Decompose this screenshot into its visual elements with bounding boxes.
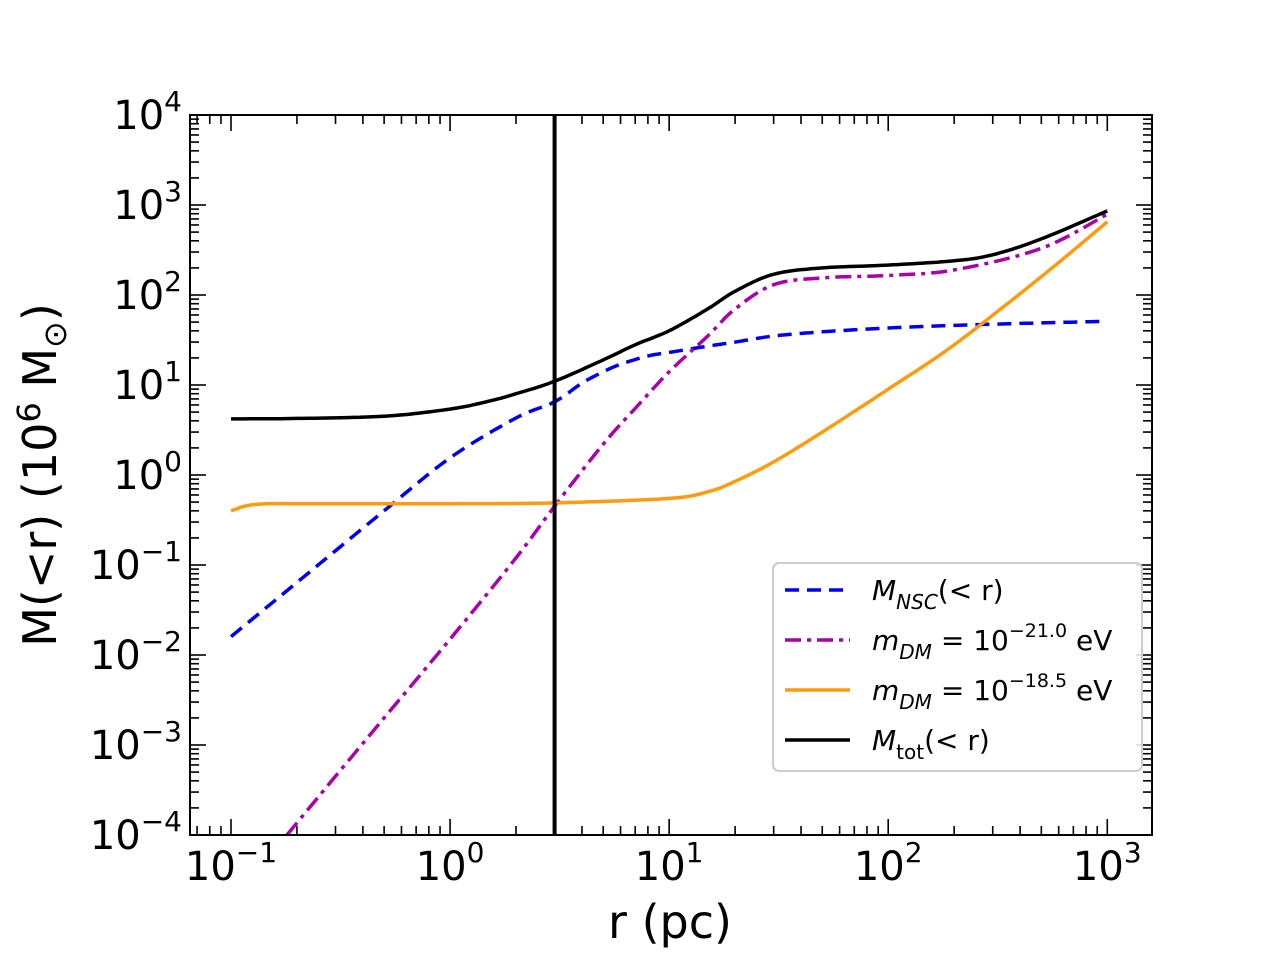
y-tick-label: 103	[113, 175, 182, 229]
series-line-4	[231, 209, 1109, 421]
y-tick-label: 10−3	[90, 715, 182, 769]
x-axis-label: r (pc)	[608, 895, 732, 949]
x-tick-label: 103	[1073, 836, 1142, 890]
y-tick-label: 101	[113, 355, 182, 409]
axes-frame	[189, 114, 1153, 836]
x-tick-label: 10−1	[185, 836, 277, 890]
legend: MNSC(< r) mDM = 10−21.0 eV mDM = 10−18.5 e…	[772, 562, 1143, 772]
series-line-2	[285, 212, 1109, 835]
legend-label-1: MNSC(< r)	[872, 574, 1004, 614]
y-tick-label: 10−1	[90, 535, 182, 589]
legend-box	[772, 562, 1143, 772]
series-line-3	[230, 220, 1109, 513]
legend-label-4: Mtot(< r)	[872, 724, 990, 764]
y-tick-label: 102	[113, 265, 182, 319]
y-tick-label: 10−4	[90, 805, 182, 859]
x-tick-label: 101	[635, 836, 704, 890]
legend-label-2: mDM = 10−21.0 eV	[872, 620, 1112, 664]
legend-label-3: mDM = 10−18.5 eV	[872, 670, 1112, 714]
series-line-1	[229, 319, 1108, 638]
y-tick-label: 100	[113, 445, 182, 499]
x-tick-label: 100	[416, 836, 485, 890]
y-axis-label: M(<r) (106 M⊙)	[10, 303, 74, 647]
y-tick-label: 104	[113, 85, 182, 139]
tick-marks	[190, 114, 1152, 836]
x-tick-label: 102	[854, 836, 923, 890]
tick-labels: 10−1 100 101 102 103 10−4 10−3 10−2 10−1 100 101 10…	[90, 85, 1142, 890]
y-tick-label: 10−2	[90, 625, 182, 679]
series-layer	[229, 209, 1109, 835]
